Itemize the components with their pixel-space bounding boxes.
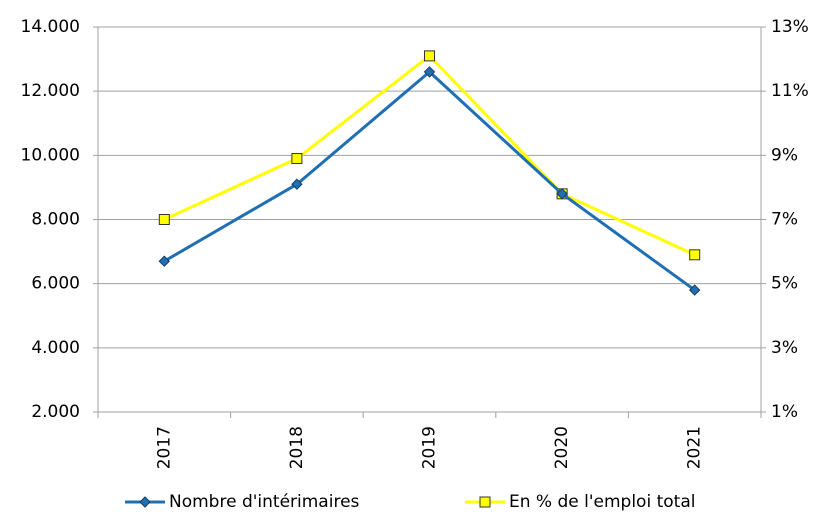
y-tick-label: 6.000 xyxy=(31,274,80,294)
data-point xyxy=(291,153,303,165)
data-point xyxy=(689,249,701,261)
data-point xyxy=(556,188,568,200)
y2-tick-label: 5% xyxy=(771,274,798,294)
legend-marker xyxy=(479,496,491,508)
data-point xyxy=(688,284,701,296)
series-line xyxy=(163,69,696,292)
data-point xyxy=(423,66,436,78)
y-tick-label: 4.000 xyxy=(31,338,80,358)
y2-tick-label: 13% xyxy=(771,17,809,37)
data-point xyxy=(158,255,171,267)
data-point xyxy=(158,214,170,225)
data-point xyxy=(424,50,435,62)
data-point xyxy=(291,178,303,190)
y-tick-label: 14.000 xyxy=(21,17,80,37)
x-tick-label: 2019 xyxy=(420,426,440,469)
x-tick-label: 2017 xyxy=(154,426,174,469)
legend-label: En % de l'emploi total xyxy=(509,492,695,512)
y2-tick-label: 1% xyxy=(771,402,798,422)
y-tick-label: 8.000 xyxy=(31,210,80,230)
x-tick-label: 2020 xyxy=(552,426,572,469)
y2-tick-label: 11% xyxy=(771,81,809,101)
x-tick-label: 2021 xyxy=(685,426,705,469)
legend-label: Nombre d'intérimaires xyxy=(169,492,360,512)
y-tick-label: 12.000 xyxy=(21,81,80,101)
y2-tick-label: 9% xyxy=(771,145,798,165)
y2-tick-label: 7% xyxy=(771,210,798,230)
y-tick-label: 10.000 xyxy=(21,145,80,165)
y-tick-label: 2.000 xyxy=(31,402,80,422)
x-tick-label: 2018 xyxy=(287,426,307,469)
y2-tick-label: 3% xyxy=(771,338,798,358)
legend-marker xyxy=(139,496,151,508)
